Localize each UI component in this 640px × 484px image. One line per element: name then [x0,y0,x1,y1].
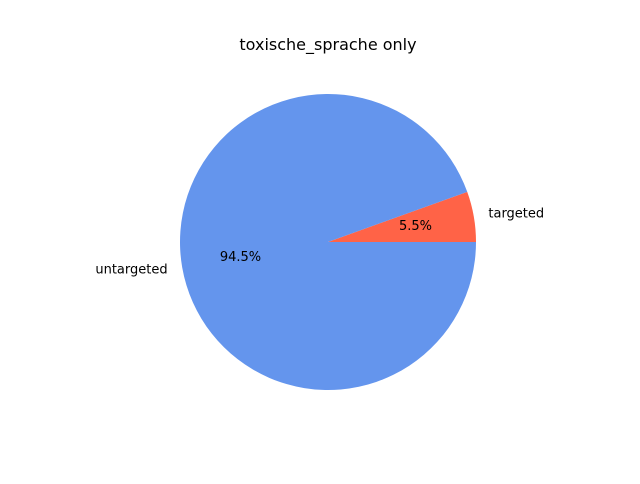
chart-title: toxische_sprache only [239,35,416,55]
pie-slice-untargeted [180,94,476,391]
pie-slice-targeted [328,191,476,242]
pie-label-targeted: targeted [488,207,544,222]
pie-percent-label-targeted: 5.5% [399,219,432,234]
pie-labels: targeted 5.5% untargeted 94.5% [95,207,544,278]
pie-slices [180,94,476,391]
pie-percent-label-untargeted: 94.5% [220,250,261,265]
pie-label-untargeted: untargeted [95,262,167,277]
